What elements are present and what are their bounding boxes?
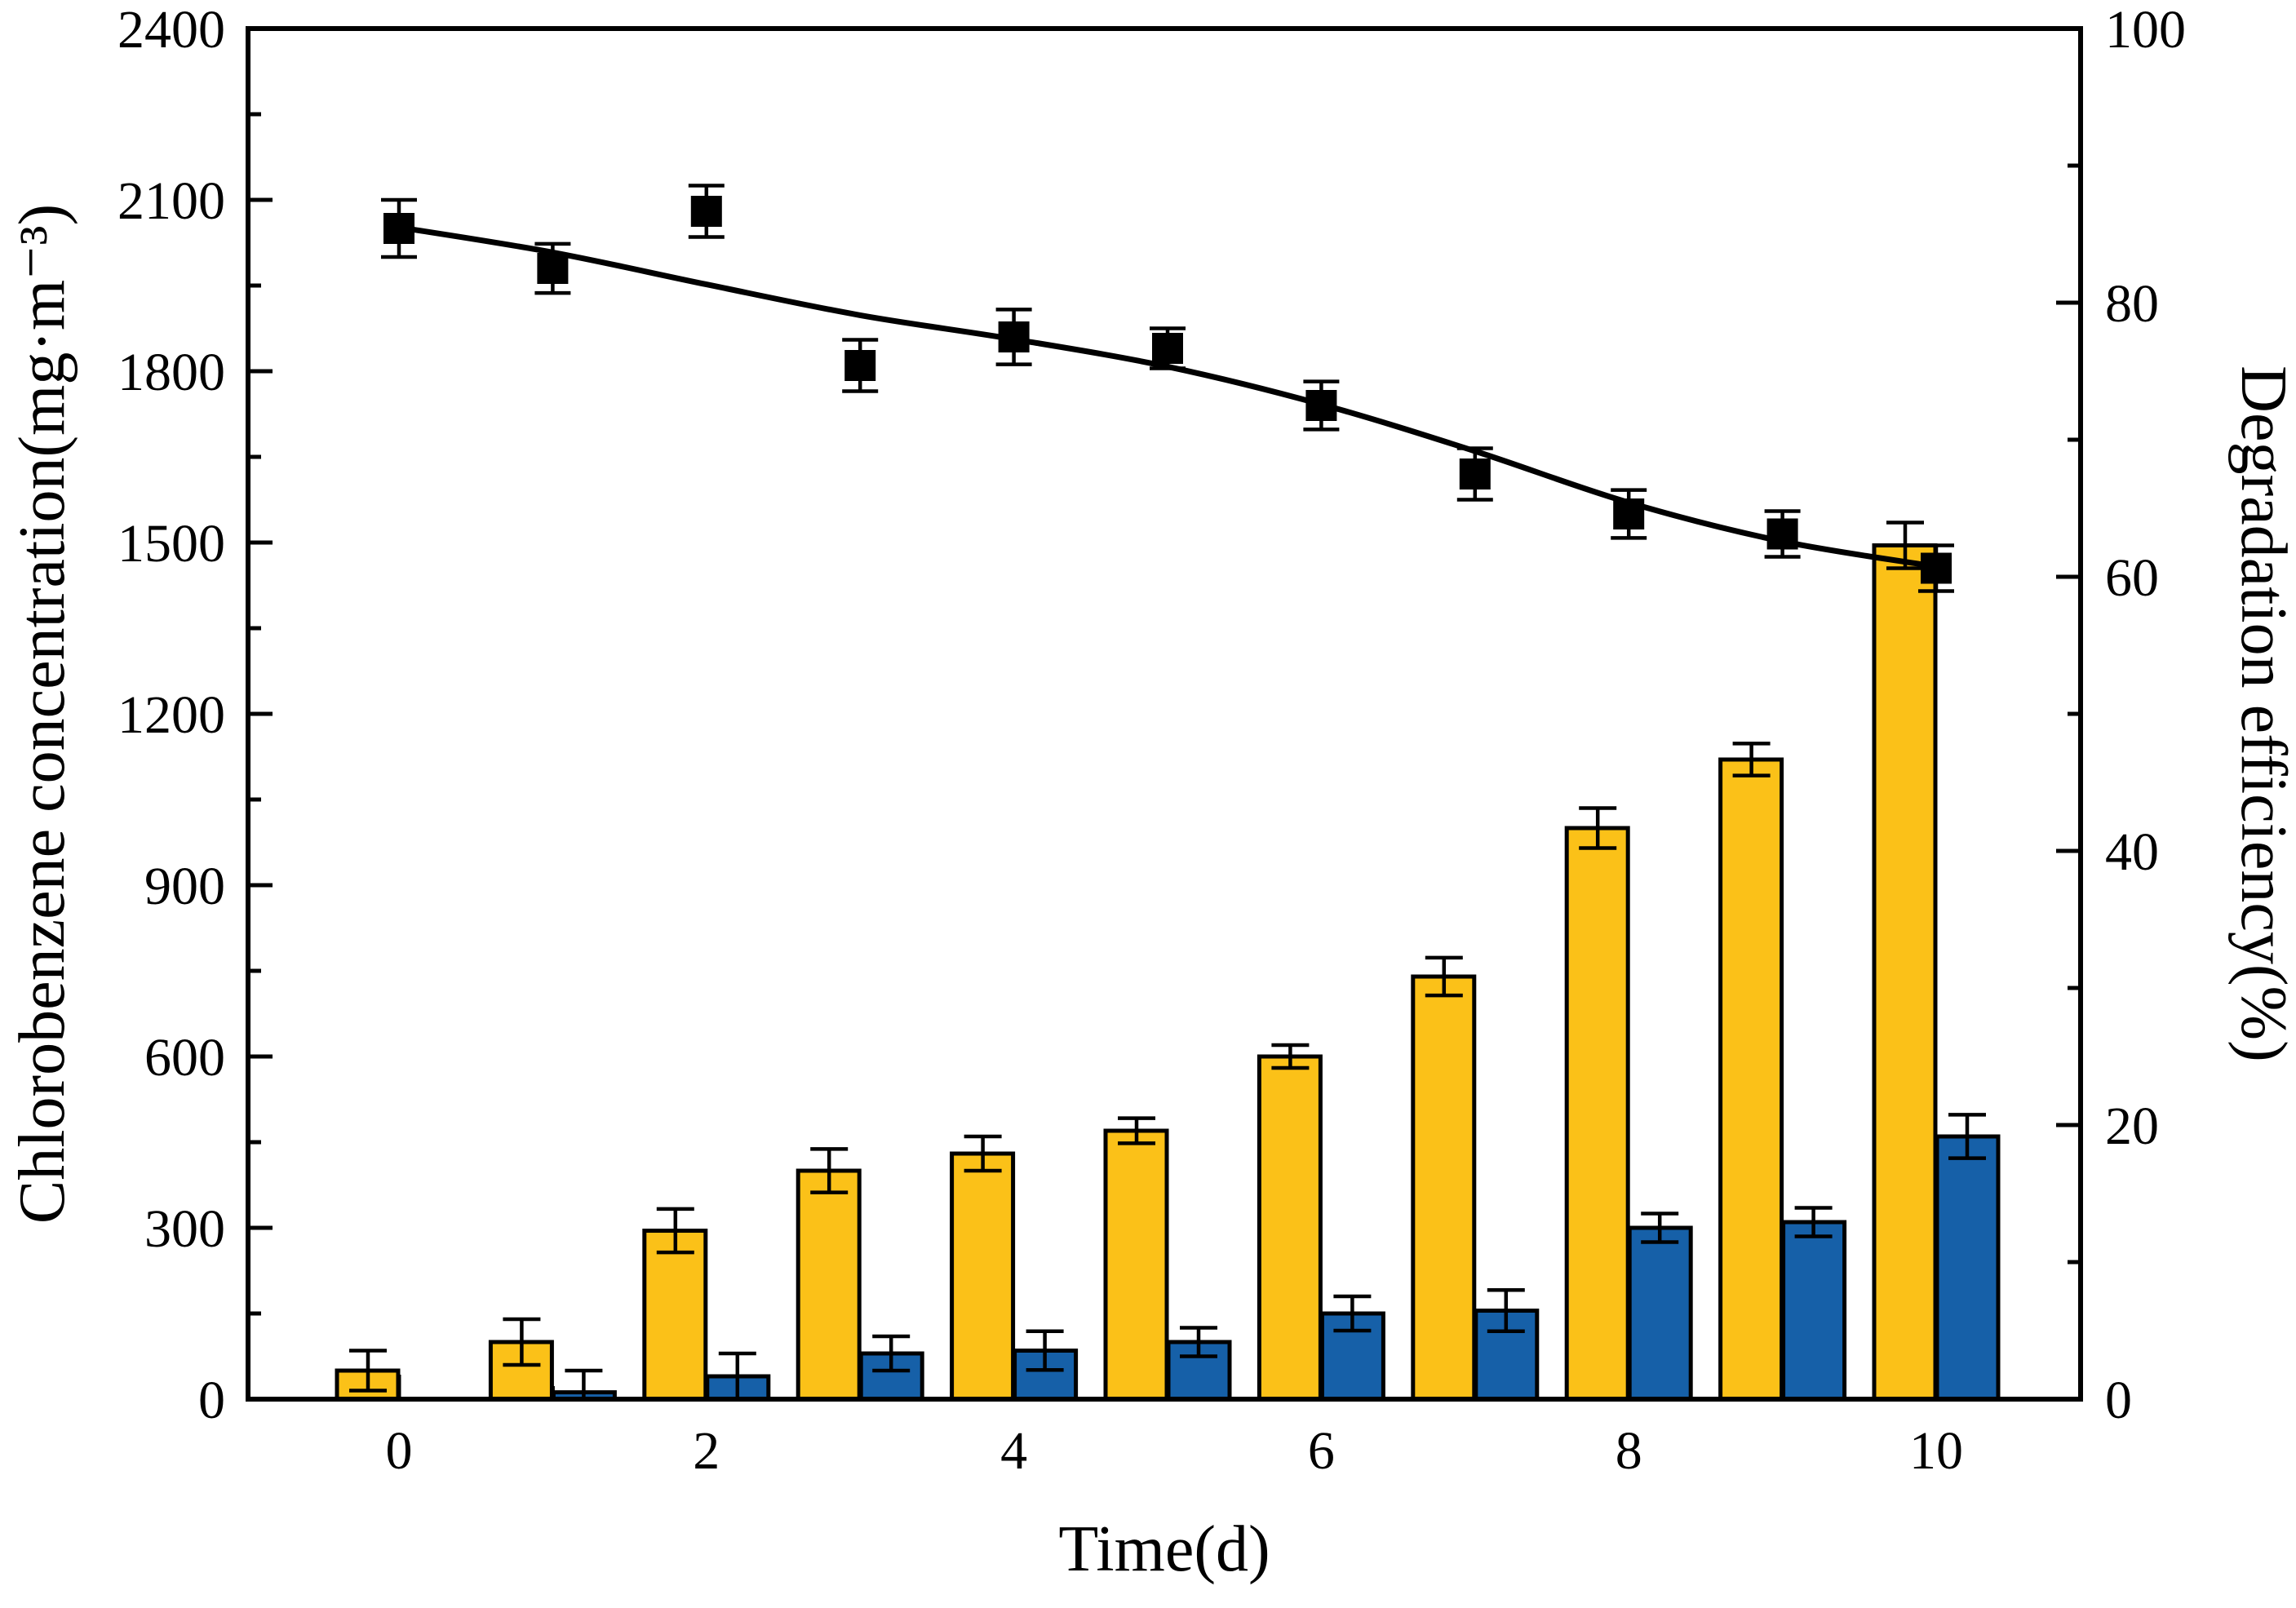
yellow-bar-day-7 xyxy=(1411,974,1477,1402)
right-axis-title: Degradation efficiency(%) xyxy=(2227,365,2296,1062)
bottom-tick-label-2: 2 xyxy=(693,1421,720,1481)
square-marker-day-4 xyxy=(998,321,1030,352)
blue-bar-day-10 xyxy=(1935,1134,2001,1402)
yellow-bar-day-6 xyxy=(1257,1054,1323,1402)
square-marker-day-9 xyxy=(1766,518,1798,550)
square-marker-day-0 xyxy=(383,213,414,244)
bottom-tick-label-4: 4 xyxy=(1000,1421,1027,1481)
yellow-bar-day-4 xyxy=(950,1151,1016,1402)
square-marker-day-5 xyxy=(1152,333,1183,364)
right-tick-label-100: 100 xyxy=(2105,0,2186,60)
plot-frame xyxy=(246,26,2083,1402)
fitted-curve xyxy=(398,224,1937,569)
square-marker-day-1 xyxy=(537,253,569,284)
square-marker-day-3 xyxy=(844,350,876,381)
blue-bar-day-9 xyxy=(1781,1220,1847,1402)
blue-bar-day-8 xyxy=(1627,1225,1693,1402)
yellow-bar-day-5 xyxy=(1103,1128,1169,1402)
x-axis-title: Time(d) xyxy=(1058,1513,1270,1585)
square-marker-day-7 xyxy=(1459,458,1491,489)
left-tick-label-900: 900 xyxy=(144,857,225,916)
right-tick-label-80: 80 xyxy=(2105,274,2159,334)
bottom-tick-label-8: 8 xyxy=(1616,1421,1642,1481)
left-tick-label-2400: 2400 xyxy=(117,0,225,60)
bottom-tick-label-10: 10 xyxy=(1909,1421,1963,1481)
right-tick-label-60: 60 xyxy=(2105,548,2159,608)
square-marker-day-8 xyxy=(1613,498,1645,529)
yellow-bar-day-9 xyxy=(1718,757,1784,1402)
left-tick-label-0: 0 xyxy=(198,1371,225,1430)
square-marker-day-10 xyxy=(1921,552,1952,584)
left-axis-title: Chlorobenzene concentration(mg·m⁻³) xyxy=(7,204,78,1224)
bottom-tick-label-0: 0 xyxy=(386,1421,413,1481)
left-tick-label-1500: 1500 xyxy=(117,514,225,574)
axes-ticks-layer: 0300600900120015001800210024000204060801… xyxy=(117,0,2186,1481)
scatter-layer xyxy=(381,184,1954,593)
left-tick-label-300: 300 xyxy=(144,1199,225,1259)
yellow-bar-day-3 xyxy=(796,1168,862,1402)
right-tick-label-20: 20 xyxy=(2105,1096,2159,1156)
square-marker-day-2 xyxy=(690,196,722,227)
bars-layer xyxy=(335,520,2001,1402)
fitted-curve-layer xyxy=(398,224,1937,569)
left-tick-label-600: 600 xyxy=(144,1028,225,1088)
left-tick-label-1200: 1200 xyxy=(117,685,225,745)
left-tick-label-2100: 2100 xyxy=(117,171,225,231)
right-tick-label-40: 40 xyxy=(2105,822,2159,882)
left-tick-label-1800: 1800 xyxy=(117,343,225,402)
yellow-bar-day-8 xyxy=(1564,826,1630,1402)
square-marker-day-6 xyxy=(1305,390,1337,421)
yellow-bar-day-10 xyxy=(1872,543,1938,1402)
bottom-tick-label-6: 6 xyxy=(1308,1421,1335,1481)
yellow-bar-day-2 xyxy=(642,1229,708,1402)
right-tick-label-0: 0 xyxy=(2105,1371,2132,1430)
